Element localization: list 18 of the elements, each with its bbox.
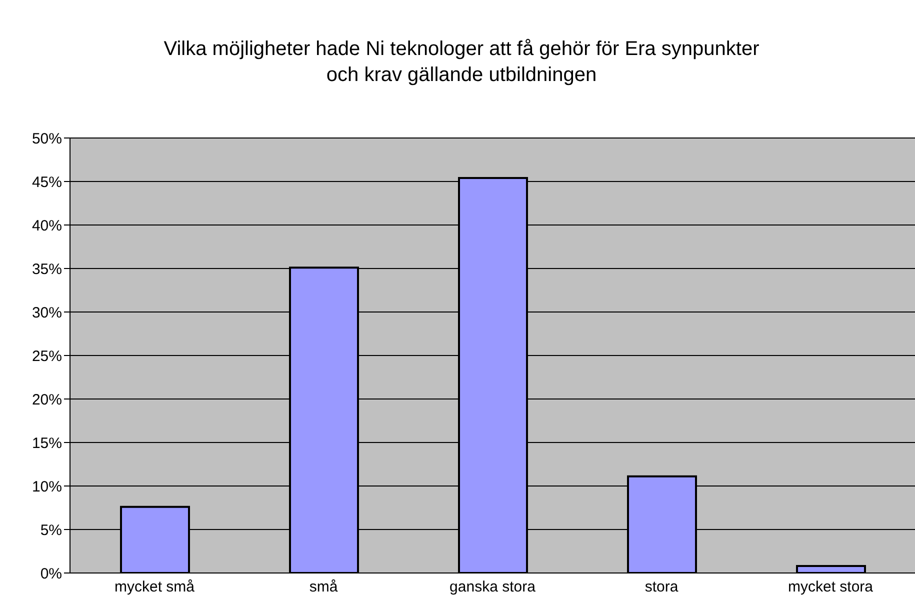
y-tick-label: 35% — [32, 260, 62, 278]
x-tick-label: ganska stora — [450, 578, 536, 596]
y-tick-label: 45% — [32, 174, 62, 191]
y-tick-label: 5% — [40, 522, 62, 539]
x-tick-label: mycket små — [114, 578, 196, 596]
y-tick-label: 10% — [32, 478, 62, 496]
y-tick-label: 50% — [32, 130, 62, 148]
y-tick-label: 15% — [32, 434, 62, 452]
chart-title: Vilka möjligheter hade Ni teknologer att få gehör för Era synpunkter och krav gällande utbildningen — [162, 37, 760, 88]
y-tick-label: 0% — [40, 565, 62, 582]
y-tick-label: 30% — [32, 304, 62, 322]
y-tick-label: 40% — [32, 217, 62, 234]
bar — [796, 565, 866, 573]
y-tick-label: 25% — [32, 348, 62, 365]
x-tick-label: små — [309, 578, 338, 596]
y-tick-label: 20% — [32, 391, 62, 408]
x-tick-label: stora — [644, 578, 679, 596]
x-tick-label: mycket stora — [788, 578, 874, 596]
